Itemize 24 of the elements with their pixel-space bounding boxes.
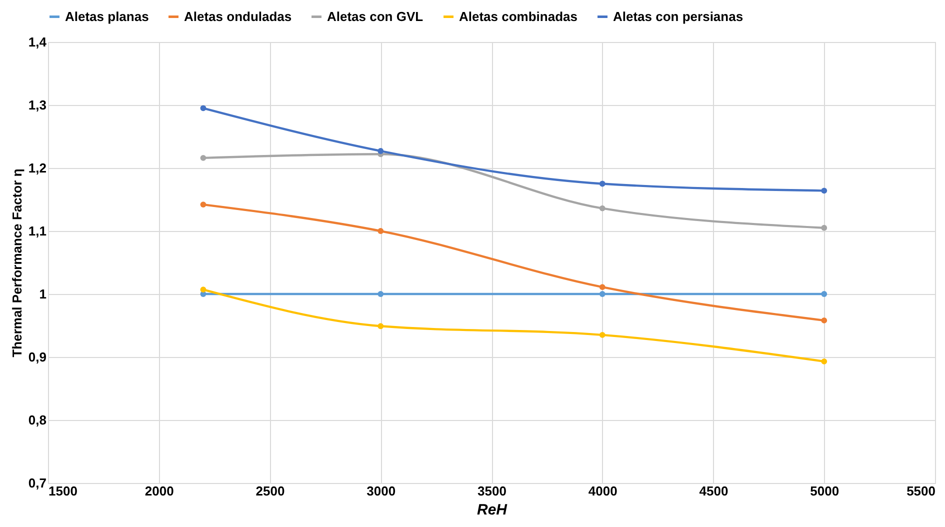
x-tick-label: 2000 [144,484,174,498]
y-tick-label: 1,2 [28,160,46,176]
x-tick-label: 1500 [48,484,78,498]
x-tick-label: 4500 [699,484,728,498]
x-tick-label: 5000 [810,484,840,498]
y-tick-label: 1,1 [28,224,46,238]
y-tick-label: 1,4 [28,34,48,50]
x-tick-label: 3000 [366,484,396,498]
y-tick-label: 1 [39,286,46,302]
legend-label: Aletas onduladas [184,8,292,24]
x-axis-title: ReH [476,502,508,518]
legend-label: Aletas planas [65,8,149,24]
y-tick-label: 0,9 [28,350,46,364]
legend-label: Aletas combinadas [459,8,578,24]
y-tick-label: 1,3 [28,98,46,112]
y-tick-label: 0,7 [28,476,46,490]
x-tick-label: 5500 [906,484,936,498]
x-tick-label: 4000 [588,484,618,498]
x-tick-label: 2500 [256,484,285,498]
legend-label: Aletas con GVL [327,8,424,24]
legend-label: Aletas con persianas [613,8,744,24]
y-axis-title: Thermal Performance Factor η [9,168,24,358]
x-tick-label: 3500 [478,484,506,498]
y-tick-label: 0,8 [28,412,46,428]
